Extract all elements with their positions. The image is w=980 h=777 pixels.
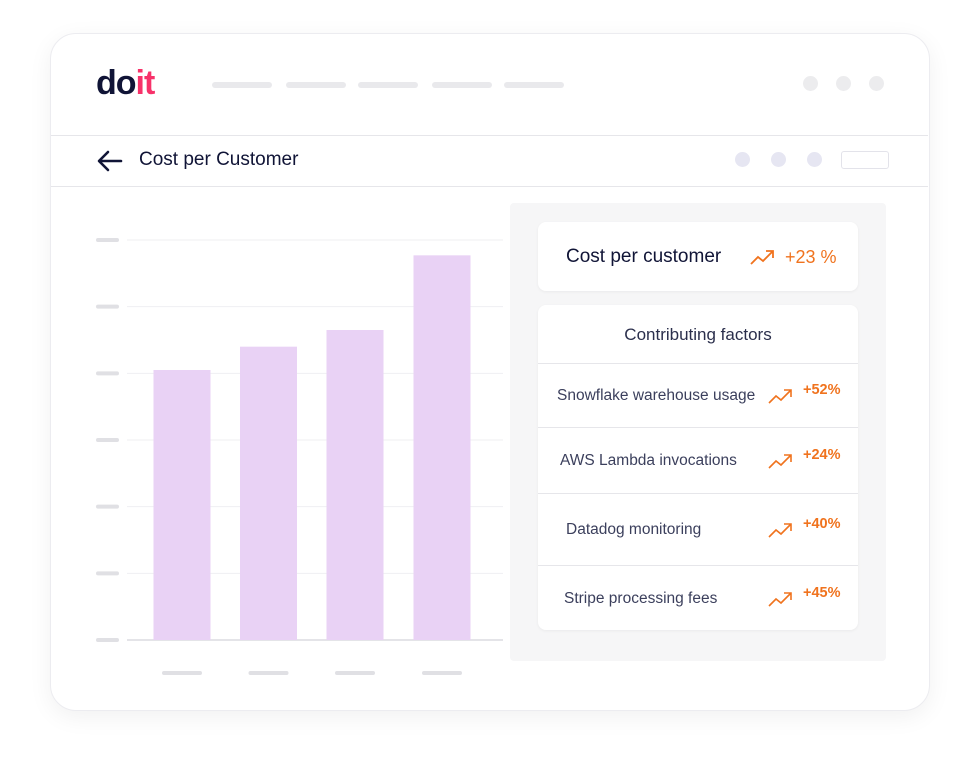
factors-title: Contributing factors <box>624 325 772 344</box>
bar <box>240 346 297 640</box>
dot <box>807 152 822 167</box>
bar <box>153 370 211 640</box>
trend-icon <box>768 454 792 469</box>
factors-card: Contributing factors Snowflake warehouse… <box>538 305 858 630</box>
nav-placeholder <box>212 82 272 88</box>
nav-placeholder <box>358 82 418 88</box>
factor-row: AWS Lambda invocations +24% <box>538 427 858 494</box>
nav-placeholder <box>432 82 492 88</box>
factor-name: Snowflake warehouse usage <box>557 387 756 404</box>
back-arrow[interactable] <box>96 149 124 173</box>
factor-row: Stripe processing fees +45% <box>538 565 858 631</box>
logo-part: it <box>135 64 156 102</box>
factor-name: Stripe processing fees <box>564 589 718 607</box>
divider <box>51 186 928 187</box>
factor-change: +45% <box>803 584 841 601</box>
dot <box>735 152 750 167</box>
summary-label: Cost per customer <box>566 246 722 267</box>
factor-name: Datadog monitoring <box>566 521 702 538</box>
logo[interactable]: doit <box>96 64 156 103</box>
logo-part: do <box>96 64 137 102</box>
dot <box>836 76 851 91</box>
trend-icon <box>768 389 792 404</box>
bar <box>326 330 384 640</box>
factor-change: +24% <box>803 447 841 463</box>
factor-row: Snowflake warehouse usage +52% <box>538 363 858 428</box>
nav-placeholder <box>504 82 564 88</box>
dot <box>803 76 818 91</box>
summary-change: +23 % <box>785 247 837 267</box>
factor-change: +40% <box>803 516 841 532</box>
factor-row: Datadog monitoring +40% <box>538 493 858 566</box>
bar <box>413 255 471 641</box>
dot <box>869 76 884 91</box>
divider <box>51 135 928 136</box>
summary-card: Cost per customer +23 % <box>538 222 858 291</box>
button-placeholder[interactable] <box>841 151 889 169</box>
trend-icon <box>768 523 792 538</box>
trend-icon <box>750 250 774 265</box>
nav-placeholder <box>286 82 346 88</box>
page-title: Cost per Customer <box>139 149 299 170</box>
dot <box>771 152 786 167</box>
factor-name: AWS Lambda invocations <box>560 452 737 469</box>
trend-icon <box>768 591 792 607</box>
factor-change: +52% <box>803 382 841 398</box>
